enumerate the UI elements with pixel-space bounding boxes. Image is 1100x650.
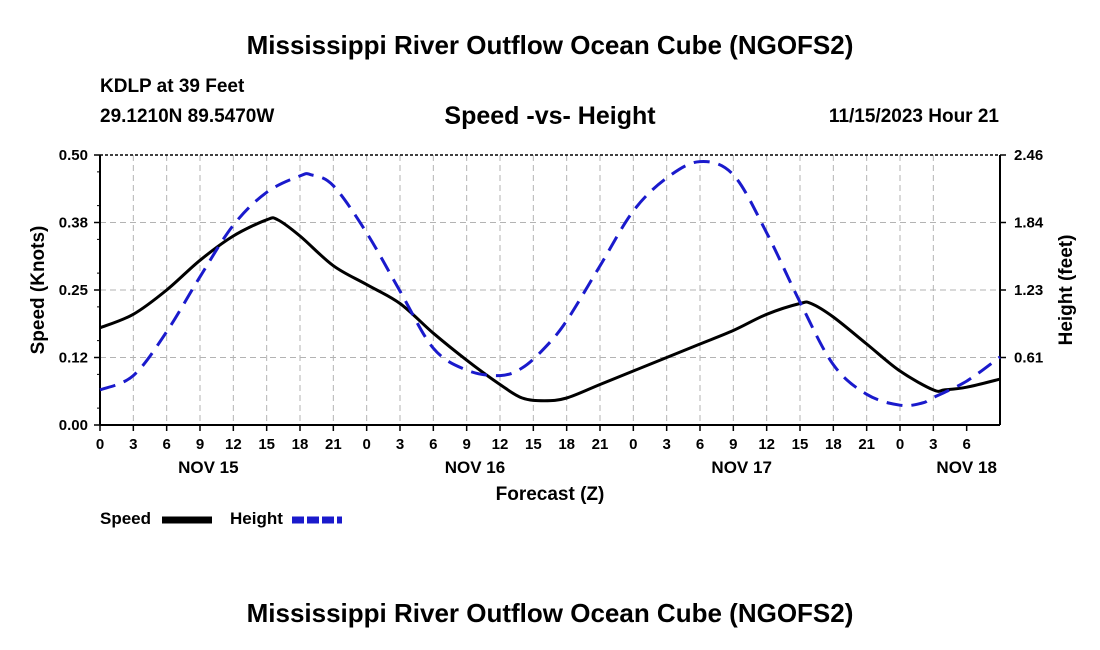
chart-main-title: Mississippi River Outflow Ocean Cube (NG… (246, 30, 854, 60)
x-tick-label: 3 (929, 436, 937, 453)
x-tick-label: 3 (396, 436, 404, 453)
x-tick-label: 6 (696, 436, 704, 453)
y-tick-label-left: 0.12 (59, 350, 88, 367)
chart-subtitle: Speed -vs- Height (444, 102, 656, 130)
x-tick-label: 21 (325, 436, 342, 453)
x-tick-label: 12 (225, 436, 242, 453)
y-tick-label-left: 0.38 (59, 215, 88, 232)
y-tick-label-right: 1.84 (1014, 215, 1044, 232)
series-line-height (99, 160, 1001, 408)
x-tick-label: 9 (462, 436, 470, 453)
x-date-label: NOV 15 (178, 458, 238, 477)
x-tick-label: 0 (629, 436, 637, 453)
legend-height-label: Height (230, 509, 283, 528)
series-line-speed (99, 216, 1001, 403)
y-tick-label-left: 0.25 (59, 282, 88, 299)
station-label: KDLP at 39 Feet (100, 76, 245, 97)
x-date-label: NOV 17 (711, 458, 771, 477)
x-date-label: NOV 16 (445, 458, 505, 477)
x-tick-label: 9 (196, 436, 204, 453)
x-tick-label: 9 (729, 436, 737, 453)
legend-speed-label: Speed (100, 509, 152, 528)
y-axis-label-right: Height (feet) (1056, 235, 1077, 346)
chart-footer-title: Mississippi River Outflow Ocean Cube (NG… (246, 598, 854, 628)
x-tick-label: 18 (825, 436, 842, 453)
x-tick-label: 18 (292, 436, 309, 453)
x-tick-label: 12 (758, 436, 775, 453)
x-tick-label: 15 (792, 436, 809, 453)
y-tick-label-left: 0.00 (59, 417, 88, 434)
station-coordinates: 29.1210N 89.5470W (100, 106, 275, 127)
x-axis-label: Forecast (Z) (496, 484, 605, 505)
x-tick-label: 0 (896, 436, 904, 453)
x-tick-label: 18 (558, 436, 575, 453)
x-tick-label: 21 (592, 436, 609, 453)
x-tick-label: 3 (129, 436, 137, 453)
y-axis-label-left: Speed (Knots) (28, 226, 49, 355)
y-tick-label-right: 0.61 (1014, 350, 1043, 367)
x-tick-label: 0 (362, 436, 370, 453)
x-tick-label: 21 (858, 436, 875, 453)
x-tick-label: 12 (492, 436, 509, 453)
x-tick-label: 3 (662, 436, 670, 453)
x-tick-label: 15 (525, 436, 542, 453)
y-tick-label-left: 0.50 (59, 147, 88, 164)
y-tick-label-right: 1.23 (1014, 282, 1043, 299)
x-tick-label: 6 (162, 436, 170, 453)
x-date-label: NOV 18 (936, 458, 996, 477)
x-tick-label: 6 (962, 436, 970, 453)
forecast-datetime: 11/15/2023 Hour 21 (828, 106, 999, 127)
x-tick-label: 15 (258, 436, 275, 453)
y-tick-label-right: 2.46 (1014, 147, 1043, 164)
x-tick-label: 6 (429, 436, 437, 453)
x-tick-label: 0 (96, 436, 104, 453)
